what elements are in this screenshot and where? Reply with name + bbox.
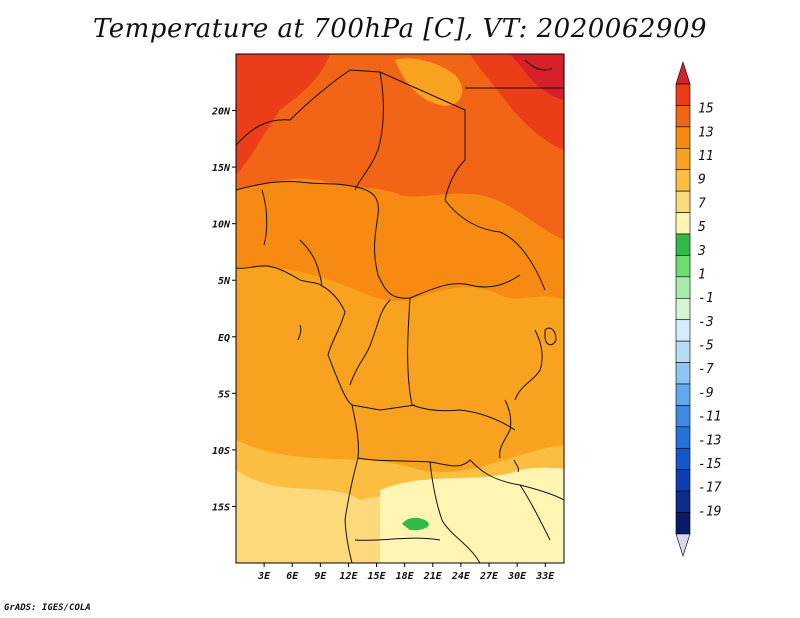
lon-tick-label: 27E [479,571,499,582]
lon-tick-label: 3E [257,571,271,582]
colorbar-swatch [675,469,691,492]
latitude-axis: 20N 15N 10N 5N EQ 5S 10S 15S [211,107,236,513]
colorbar-bottom-arrow [675,533,691,557]
colorbar-swatch [675,233,691,256]
country-borders [236,59,564,563]
lon-tick-label: 6E [286,571,299,582]
colorbar-swatch [675,297,691,321]
lat-tick-label: 5N [218,276,231,287]
map-title: Temperature at 700hPa [C], VT: 202006290… [92,14,708,44]
colorbar-label: -9 [698,386,714,401]
lon-tick-label: 15E [368,571,387,582]
colorbar-label: -13 [698,433,721,448]
lon-tick-label: 30E [507,571,527,582]
colorbar-swatch [675,490,691,513]
colorbar-label: 1 [698,267,706,282]
longitude-axis: 3E 6E 9E 12E 15E 18E 21E 24E 27E 30E 33E [257,563,555,582]
colorbar-swatch [675,126,691,149]
colorbar-label: -19 [698,504,721,519]
colorbar-label: -7 [698,362,714,377]
colorbar-swatch [675,426,691,449]
colorbar-swatch [675,190,691,213]
colorbar-label: 15 [698,102,714,117]
lat-tick-label: EQ [218,333,230,344]
colorbar-swatch [675,447,691,471]
lat-tick-label: 15S [212,502,230,513]
colorbar-label: 9 [698,173,706,188]
lat-tick-label: 15N [212,163,231,174]
colorbar-swatch [675,512,691,535]
lat-tick-label: 10N [212,220,231,231]
lon-tick-label: 9E [314,571,327,582]
colorbar-label: -5 [698,339,714,354]
colorbar-swatch [675,105,691,128]
colorbar-label: -11 [698,410,721,425]
lon-tick-label: 24E [451,571,471,582]
colorbar-swatch [675,276,691,299]
colorbar-label: -1 [698,291,714,306]
lat-tick-label: 10S [212,446,230,457]
colorbar-swatch [675,83,691,106]
lon-tick-label: 12E [339,571,358,582]
map-frame [235,53,565,564]
colorbar-swatch [675,169,691,192]
lon-tick-label: 33E [535,571,555,582]
colorbar-swatch [675,340,691,363]
lon-tick-label: 18E [396,571,415,582]
colorbar-swatch [675,383,691,406]
colorbar-swatch [675,405,691,428]
lat-tick-label: 20N [211,107,231,118]
colorbar-top-arrow [675,61,691,85]
colorbar-swatch [675,319,691,342]
colorbar-swatch [675,255,691,278]
colorbar-swatch [675,362,691,385]
colorbar-label: 5 [698,220,706,235]
temperature-field [236,54,564,563]
colorbar-label: 11 [698,149,714,164]
colorbar-swatch [675,147,691,171]
colorbar-label: 7 [698,196,706,211]
colorbar-label: 3 [697,244,706,259]
colorbar-label: 13 [698,125,714,140]
colorbar-label: -17 [698,481,722,496]
grads-credit: GrADS: IGES/COLA [4,603,91,613]
colorbar-label: -3 [698,315,714,330]
lon-tick-label: 21E [423,571,443,582]
colorbar: 15 13 11 9 7 5 3 1 -1 -3 -5 -7 -9 -11 -13 -15 -17 -19 [675,61,722,557]
colorbar-label: -15 [698,457,722,472]
colorbar-swatch [675,212,691,235]
lat-tick-label: 5S [218,389,230,400]
